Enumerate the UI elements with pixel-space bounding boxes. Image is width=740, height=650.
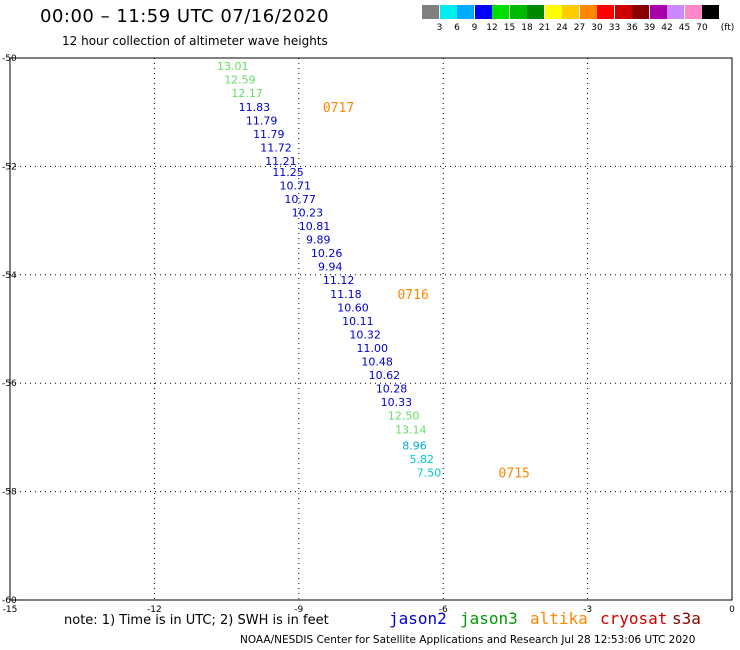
wave-height-label: 10.60 [337, 301, 369, 314]
x-tick-label: -6 [439, 605, 448, 615]
x-tick-label: 0 [729, 605, 735, 615]
wave-height-label: 13.01 [217, 60, 249, 73]
time-stamp-label: 0716 [397, 288, 428, 303]
time-stamp-label: 0715 [499, 467, 530, 482]
y-tick-label: -58 [2, 488, 17, 498]
legend-swatch [614, 5, 632, 19]
legend-swatch [562, 5, 579, 19]
legend-swatch [457, 5, 474, 19]
plot-frame [9, 57, 733, 601]
wave-height-label: 11.12 [323, 274, 355, 287]
x-tick-label: -15 [3, 605, 18, 615]
y-tick-label: -52 [2, 162, 17, 172]
satellite-jason2: jason2 [389, 609, 447, 628]
legend-swatch [527, 5, 544, 19]
wave-height-label: 10.62 [369, 369, 401, 382]
legend-swatch [439, 5, 457, 19]
satellite-cryosat: cryosat [600, 609, 668, 628]
wave-height-label: 7.50 [417, 467, 442, 480]
legend-swatch [492, 5, 509, 19]
wave-height-label: 13.14 [395, 423, 427, 436]
wave-height-label: 11.79 [246, 114, 278, 127]
wave-height-label: 11.00 [357, 342, 389, 355]
legend-label: 33 [608, 23, 621, 33]
satellite-jason3: jason3 [460, 609, 518, 628]
legend-label: 27 [573, 23, 586, 33]
wave-height-label: 12.17 [231, 87, 263, 100]
x-tick-label: -12 [147, 605, 162, 615]
wave-height-label: 10.26 [311, 247, 343, 260]
legend-label: 12 [486, 23, 498, 33]
wave-height-label: 8.96 [402, 440, 427, 453]
note-text: note: 1) Time is in UTC; 2) SWH is in fe… [64, 613, 329, 628]
wave-height-label: 5.82 [410, 453, 435, 466]
y-tick-label: -56 [2, 379, 17, 389]
legend-swatch [597, 5, 614, 19]
satellite-s3a: s3a [672, 609, 701, 628]
legend-swatch [632, 5, 649, 19]
wave-height-label: 11.18 [330, 288, 362, 301]
satellite-altika: altika [530, 609, 588, 628]
legend-label: 15 [503, 23, 516, 33]
legend-label: 39 [643, 23, 656, 33]
legend-swatch [509, 5, 527, 19]
legend-swatch [422, 5, 439, 19]
wave-height-label: 11.21 [265, 155, 297, 168]
wave-height-label: 12.59 [224, 74, 256, 87]
wave-height-label: 10.28 [376, 383, 408, 396]
page-subtitle: 12 hour collection of altimeter wave hei… [62, 34, 328, 48]
legend-label: 45 [678, 23, 691, 33]
legend-swatch [702, 5, 719, 19]
wave-height-label: 12.50 [388, 410, 420, 423]
legend-label: 36 [626, 23, 638, 33]
legend-swatch [667, 5, 684, 19]
legend-label: 9 [471, 23, 478, 33]
legend-label: 3 [436, 23, 443, 33]
wave-height-label: 10.77 [284, 193, 316, 206]
legend-swatch [649, 5, 667, 19]
legend-label: 21 [538, 23, 551, 33]
wave-height-label: 11.72 [260, 141, 292, 154]
legend-swatch [579, 5, 597, 19]
wave-height-label: 11.25 [272, 166, 304, 179]
page-title: 00:00 – 11:59 UTC 07/16/2020 [40, 6, 330, 27]
legend-label: 18 [521, 23, 533, 33]
x-tick-label: -9 [294, 605, 303, 615]
wave-height-label: 11.83 [239, 101, 271, 114]
wave-height-label: 9.94 [318, 261, 343, 274]
y-tick-label: -60 [2, 596, 17, 606]
legend-label: 24 [556, 23, 568, 33]
legend-label: 30 [591, 23, 603, 33]
legend-swatch [544, 5, 562, 19]
time-stamp-label: 0717 [323, 101, 354, 116]
wave-height-label: 10.33 [381, 396, 413, 409]
footer-credit: NOAA/NESDIS Center for Satellite Applica… [240, 634, 696, 646]
legend-swatch [684, 5, 702, 19]
y-tick-label: -50 [2, 54, 17, 64]
wave-height-label: 9.89 [306, 234, 331, 247]
legend-label: 6 [454, 23, 460, 33]
wave-height-label: 10.32 [349, 328, 381, 341]
legend-label: 70 [696, 23, 708, 33]
y-tick-label: -54 [2, 271, 17, 281]
wave-height-label: 11.79 [253, 128, 285, 141]
legend-swatch [474, 5, 492, 19]
legend-unit: (ft) [720, 23, 735, 33]
wave-height-label: 10.71 [280, 179, 312, 192]
wave-height-label: 10.23 [292, 206, 324, 219]
wave-height-label: 10.11 [342, 315, 374, 328]
x-tick-label: -3 [583, 605, 592, 615]
wave-height-label: 10.48 [361, 356, 393, 369]
wave-height-label: 10.81 [299, 220, 331, 233]
legend-label: 42 [661, 23, 673, 33]
